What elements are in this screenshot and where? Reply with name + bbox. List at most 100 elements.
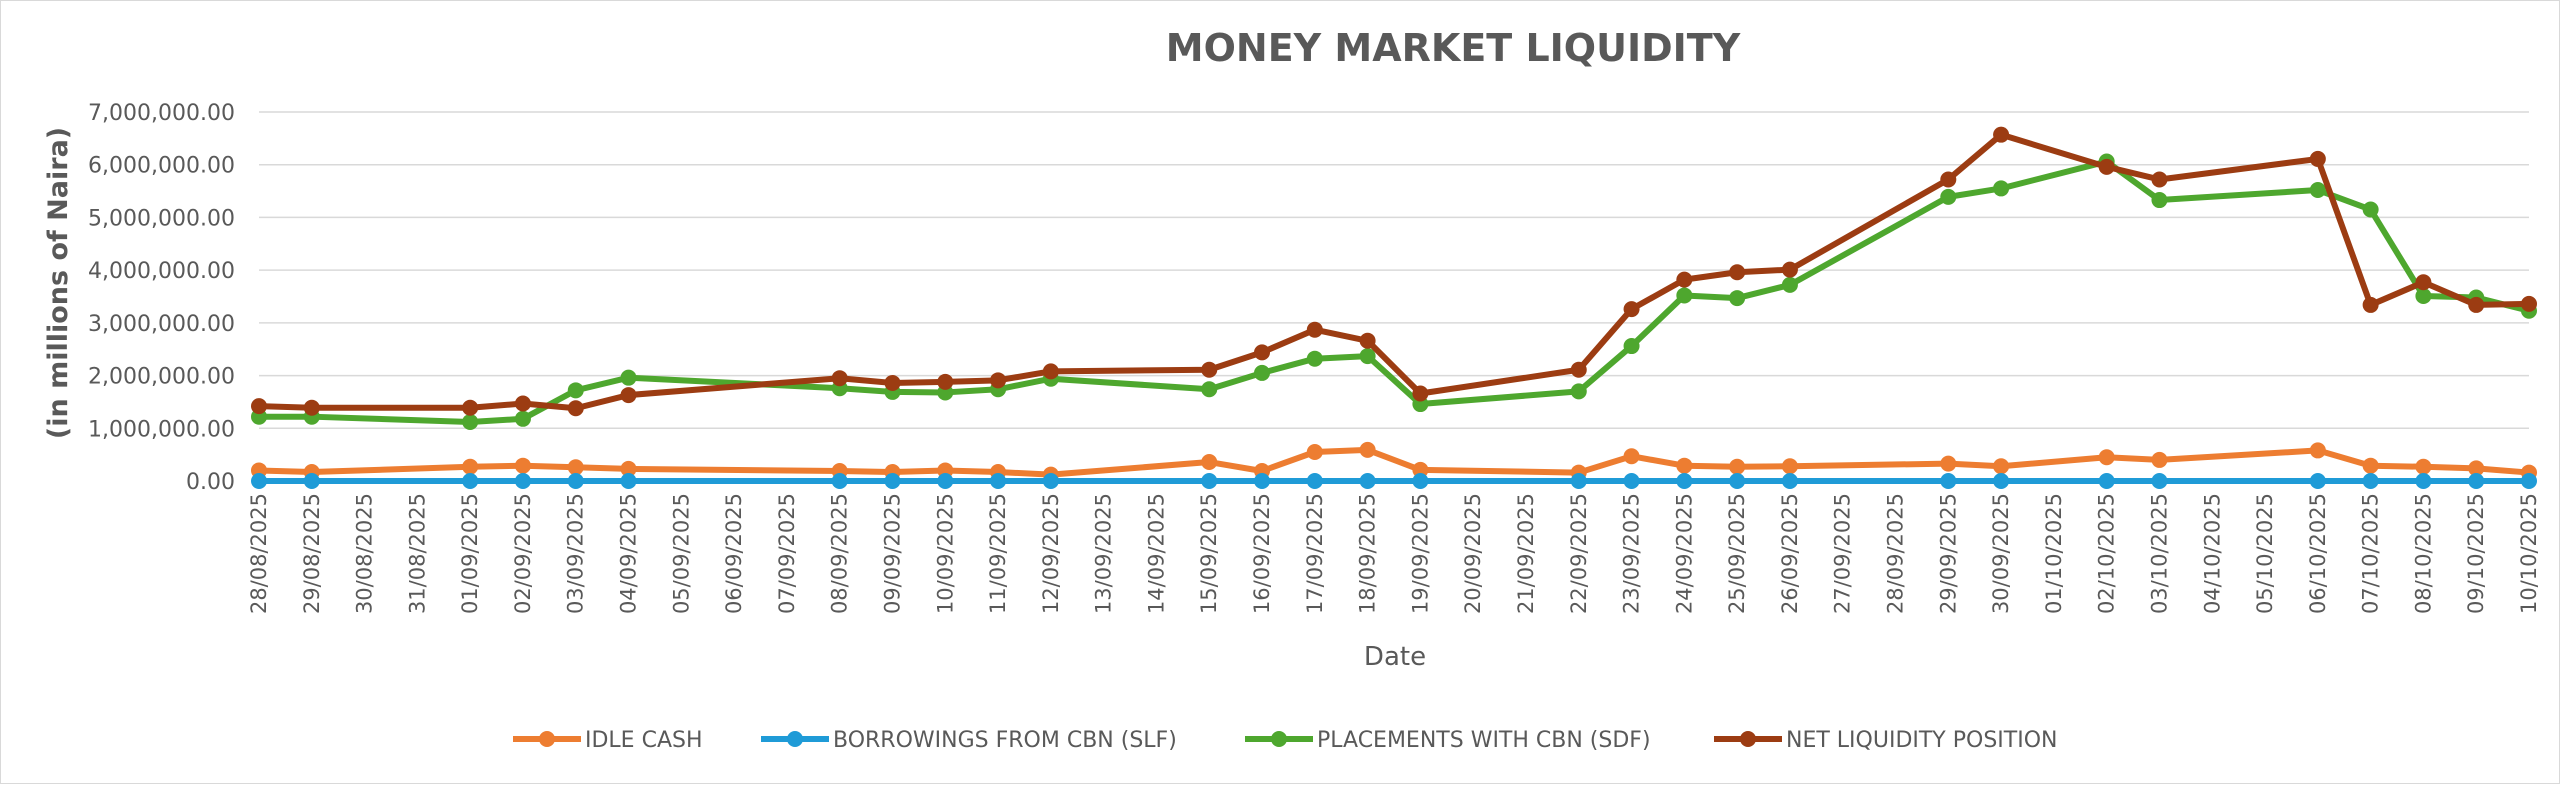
- data-point: [1729, 473, 1746, 489]
- data-point: [1306, 473, 1323, 489]
- data-point: [2468, 460, 2485, 477]
- data-point: [303, 399, 320, 416]
- data-point: [1781, 261, 1798, 278]
- data-point: [620, 460, 637, 477]
- data-point: [1729, 290, 1746, 307]
- x-tick-label: 24/09/2025: [1672, 493, 1696, 614]
- y-axis-label: (in millions of Naira): [43, 127, 74, 439]
- data-point: [2362, 473, 2379, 489]
- data-point: [1306, 350, 1323, 367]
- data-point: [1306, 321, 1323, 338]
- x-axis-ticks: 28/08/2025 29/08/2025 30/08/2025 31/08/2025…: [247, 493, 2541, 614]
- y-tick-label: 4,000,000.00: [88, 259, 235, 284]
- data-point: [1412, 461, 1429, 478]
- x-tick-label: 10/09/2025: [933, 493, 957, 614]
- data-point: [1676, 457, 1693, 474]
- x-tick-label: 21/09/2025: [1514, 493, 1538, 614]
- data-point: [1993, 458, 2010, 475]
- data-point: [2415, 473, 2432, 489]
- x-tick-label: 05/09/2025: [669, 493, 693, 614]
- data-point: [1676, 473, 1693, 489]
- x-tick-label: 14/09/2025: [1144, 493, 1168, 614]
- data-point: [2362, 296, 2379, 313]
- data-point: [303, 473, 320, 489]
- data-point: [514, 395, 531, 412]
- data-point: [567, 459, 584, 476]
- data-point: [1993, 126, 2010, 143]
- legend-item: BORROWINGS FROM CBN (SLF): [761, 728, 1177, 753]
- data-point: [1042, 363, 1059, 380]
- data-point: [514, 473, 531, 489]
- data-point: [1993, 473, 2010, 489]
- data-point: [2468, 473, 2485, 489]
- data-point: [1201, 473, 1218, 489]
- data-point: [2098, 449, 2115, 466]
- y-tick-label: 6,000,000.00: [88, 154, 235, 179]
- data-point: [2521, 473, 2537, 489]
- x-tick-label: 11/09/2025: [986, 493, 1010, 614]
- x-tick-label: 05/10/2025: [2253, 493, 2277, 614]
- data-point: [1359, 348, 1376, 365]
- data-point: [2309, 442, 2326, 459]
- x-tick-label: 29/08/2025: [300, 493, 324, 614]
- y-tick-label: 1,000,000.00: [88, 417, 235, 442]
- data-point: [620, 387, 637, 404]
- data-point: [514, 410, 531, 427]
- series-line: [256, 446, 2532, 478]
- data-point: [2521, 295, 2537, 312]
- x-tick-label: 12/09/2025: [1039, 493, 1063, 614]
- data-point: [2151, 171, 2168, 188]
- data-point: [1940, 455, 1957, 472]
- x-tick-label: 22/09/2025: [1567, 493, 1591, 614]
- x-tick-label: 10/10/2025: [2517, 493, 2541, 614]
- data-point: [2098, 158, 2115, 175]
- data-point: [251, 398, 267, 415]
- data-point: [990, 473, 1007, 489]
- legend-item: PLACEMENTS WITH CBN (SDF): [1245, 728, 1651, 753]
- data-point: [1254, 473, 1271, 489]
- x-tick-label: 16/09/2025: [1250, 493, 1274, 614]
- data-point: [514, 457, 531, 474]
- data-point: [1306, 444, 1323, 461]
- x-tick-label: 04/09/2025: [617, 493, 641, 614]
- data-point: [884, 473, 901, 489]
- x-tick-label: 09/10/2025: [2464, 493, 2488, 614]
- data-point: [937, 473, 954, 489]
- data-point: [2362, 201, 2379, 218]
- x-tick-label: 30/08/2025: [353, 493, 377, 614]
- legend-label: BORROWINGS FROM CBN (SLF): [833, 728, 1177, 753]
- data-point: [462, 413, 479, 430]
- series-placements-with-cbn-sdf: [251, 153, 2537, 430]
- data-point: [1201, 381, 1218, 398]
- data-point: [1412, 385, 1429, 402]
- data-point: [1676, 271, 1693, 288]
- legend-swatch-marker: [787, 731, 803, 747]
- data-point: [2362, 457, 2379, 474]
- data-point: [1254, 364, 1271, 381]
- y-tick-label: 3,000,000.00: [88, 312, 235, 337]
- data-point: [1729, 264, 1746, 281]
- legend-label: IDLE CASH: [585, 728, 703, 753]
- data-point: [620, 473, 637, 489]
- data-point: [2415, 458, 2432, 475]
- data-point: [1201, 454, 1218, 471]
- series-net-liquidity-position: [251, 126, 2537, 417]
- data-point: [1623, 448, 1640, 465]
- x-tick-label: 29/09/2025: [1936, 493, 1960, 614]
- data-point: [2098, 473, 2115, 489]
- data-point: [567, 473, 584, 489]
- data-point: [1993, 180, 2010, 197]
- x-tick-label: 17/09/2025: [1303, 493, 1327, 614]
- data-point: [884, 374, 901, 391]
- x-tick-label: 07/10/2025: [2359, 493, 2383, 614]
- data-point: [1359, 473, 1376, 489]
- x-tick-label: 28/09/2025: [1884, 493, 1908, 614]
- data-point: [1623, 473, 1640, 489]
- data-point: [2309, 182, 2326, 199]
- y-axis-ticks: 0.00 1,000,000.00 2,000,000.00 3,000,000.00…: [88, 101, 235, 495]
- data-point: [2309, 473, 2326, 489]
- y-tick-label: 2,000,000.00: [88, 365, 235, 390]
- data-point: [620, 369, 637, 386]
